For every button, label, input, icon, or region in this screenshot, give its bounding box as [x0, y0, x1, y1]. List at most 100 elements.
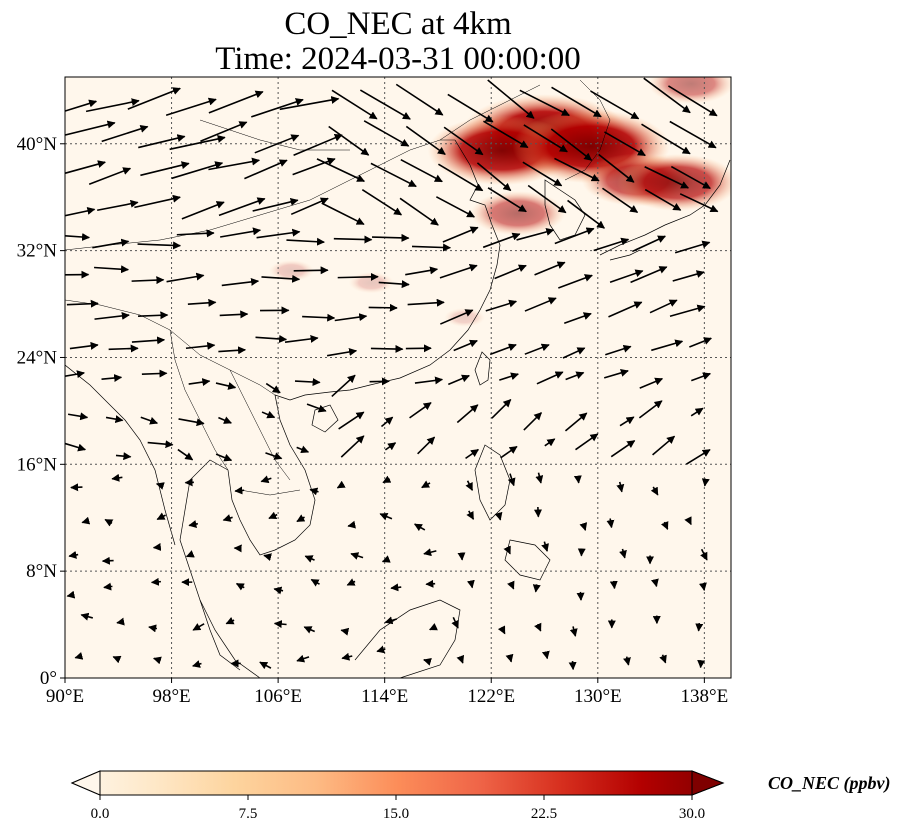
co-plume-9	[444, 307, 486, 327]
wind-arrow	[65, 160, 106, 175]
wind-arrow	[413, 523, 426, 532]
wind-arrow	[631, 235, 666, 253]
wind-arrow	[265, 382, 281, 394]
wind-arrow	[399, 197, 439, 226]
wind-arrow	[340, 627, 350, 636]
x-tick-label: 138°E	[681, 686, 729, 707]
wind-arrow	[684, 516, 692, 526]
wind-arrow	[65, 370, 85, 379]
wind-arrow	[293, 134, 343, 156]
wind-arrow	[489, 343, 517, 356]
wind-arrow	[691, 372, 712, 382]
wind-arrow	[670, 165, 711, 189]
map-title: CO_NEC at 4km	[284, 6, 512, 42]
wind-arrow	[541, 541, 549, 552]
wind-arrow	[273, 586, 284, 595]
co-plume-7	[268, 260, 315, 282]
colorbar-max-extend	[691, 770, 725, 796]
wind-arrow	[524, 297, 557, 312]
y-tick-label: 32°N	[17, 241, 58, 262]
wind-arrow	[698, 582, 707, 591]
wind-arrow	[641, 123, 691, 155]
wind-arrow	[97, 199, 139, 212]
wind-arrow	[273, 620, 287, 629]
colorbar-tick-label: 7.5	[239, 806, 258, 822]
wind-arrow	[650, 578, 659, 588]
wind-arrow	[610, 440, 636, 458]
wind-arrow	[523, 412, 542, 431]
wind-arrow	[605, 344, 632, 356]
wind-arrow	[215, 382, 237, 390]
wind-arrow	[384, 616, 397, 625]
wind-arrow	[376, 645, 386, 654]
wind-arrow	[80, 612, 94, 621]
wind-arrow	[101, 125, 149, 143]
wind-arrow	[602, 187, 639, 214]
wind-arrow	[185, 550, 195, 558]
wind-arrow	[316, 158, 366, 182]
wind-arrow	[336, 480, 346, 489]
wind-arrow	[536, 371, 564, 385]
wind-arrow	[466, 579, 475, 589]
wind-arrow	[590, 90, 640, 120]
wind-arrow	[304, 555, 315, 563]
wind-arrow	[423, 548, 437, 557]
wind-arrow	[69, 341, 99, 350]
wind-arrow	[507, 580, 515, 590]
wind-arrow	[337, 272, 379, 281]
wind-arrow	[225, 617, 235, 625]
x-tick-label: 106°E	[254, 686, 302, 707]
wind-arrow	[65, 206, 96, 217]
wind-arrow	[456, 404, 479, 424]
wind-arrow	[334, 313, 368, 322]
colorbar-scale	[70, 770, 725, 796]
wind-arrow	[350, 552, 364, 560]
wind-arrow	[152, 542, 162, 551]
colorbar-tick-label: 0.0	[91, 806, 110, 822]
wind-arrow	[609, 269, 644, 283]
wind-arrow	[608, 301, 643, 318]
map-subtitle-time: Time: 2024-03-31 00:00:00	[215, 41, 581, 77]
wind-arrow	[494, 264, 527, 280]
colorbar-tick-label: 22.5	[531, 806, 557, 822]
wind-arrow	[65, 442, 87, 452]
x-tick-label: 130°E	[574, 686, 622, 707]
wind-arrow	[522, 161, 563, 187]
wind-arrow	[156, 512, 166, 521]
wind-arrow	[527, 184, 567, 214]
wind-arrow	[178, 418, 205, 427]
wind-arrow	[669, 304, 706, 318]
wind-arrow	[429, 623, 438, 631]
wind-arrow	[576, 591, 585, 601]
wind-arrow	[659, 654, 667, 664]
x-tick-label: 90°E	[46, 686, 84, 707]
wind-arrow	[491, 399, 512, 419]
wind-arrow	[169, 135, 226, 151]
wind-arrow	[669, 120, 717, 149]
wind-arrow	[644, 188, 682, 211]
wind-arrow	[294, 378, 321, 386]
wind-arrow	[116, 617, 125, 626]
wind-arrow	[551, 86, 602, 118]
wind-arrow	[573, 475, 582, 484]
wind-arrow	[141, 369, 168, 378]
wind-arrow	[544, 438, 556, 447]
wind-arrow	[674, 240, 711, 254]
wind-arrow	[296, 514, 306, 523]
wind-arrow	[466, 510, 475, 520]
x-tick-label: 114°E	[361, 686, 408, 707]
wind-arrow	[497, 625, 506, 635]
wind-arrow	[85, 98, 140, 113]
wind-arrow	[499, 372, 519, 381]
x-tick-label: 98°E	[152, 686, 190, 707]
wind-arrow	[519, 89, 570, 117]
wind-arrow	[260, 475, 272, 484]
wind-arrow	[603, 369, 629, 379]
wind-arrow	[359, 89, 411, 120]
wind-arrow	[286, 237, 325, 246]
wind-arrow	[550, 128, 593, 161]
wind-arrow	[395, 83, 444, 116]
wind-arrow	[554, 157, 600, 182]
wind-arrow	[453, 339, 478, 352]
wind-arrow	[643, 77, 691, 114]
